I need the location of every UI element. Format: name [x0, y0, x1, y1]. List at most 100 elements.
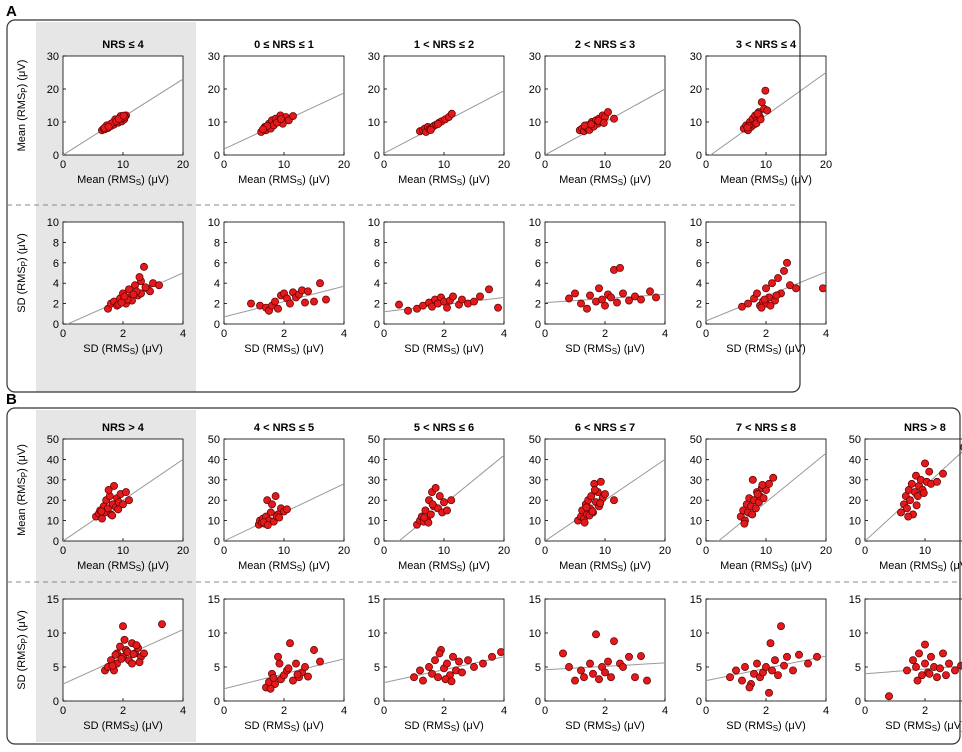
x-tick-label: 10	[599, 545, 611, 557]
y-tick-label: 20	[849, 495, 861, 507]
data-point	[476, 292, 484, 301]
data-point	[925, 467, 934, 476]
y-tick-label: 40	[529, 454, 541, 466]
regression-line	[224, 285, 344, 318]
y-tick-label: 0	[855, 536, 861, 548]
y-tick-label: 0	[535, 319, 541, 331]
data-point	[494, 303, 502, 312]
y-tick-label: 0	[855, 696, 861, 708]
x-tick-label: 0	[703, 328, 709, 340]
data-point	[780, 267, 788, 275]
x-tick-label: 0	[221, 545, 227, 557]
data-point	[310, 297, 318, 306]
data-point	[571, 676, 579, 685]
y-tick-label: 6	[53, 258, 59, 270]
y-tick-label: 30	[208, 51, 220, 63]
y-tick-label: 10	[849, 516, 861, 528]
plot-b-mean-4-nrs-5: 0 10 20 0 10 20 30 40 50 4 < NRS ≤ 5 Mean (RMSS) (…	[208, 422, 350, 573]
y-tick-label: 20	[208, 495, 220, 507]
data-point	[488, 652, 496, 661]
x-axis-label: Mean (RMSS) (μV)	[398, 174, 490, 187]
x-tick-label: 20	[498, 159, 510, 171]
data-point	[637, 295, 645, 304]
plot-a-sd-3-nrs-4: 0 2 4 0 2 4 6 8 10 SD (RMSS) (μV)	[690, 217, 829, 356]
y-tick-label: 10	[529, 516, 541, 528]
data-point	[726, 673, 734, 682]
data-point	[316, 657, 324, 666]
x-tick-label: 0	[862, 705, 868, 717]
data-point	[304, 287, 312, 296]
x-tick-label: 2	[281, 328, 287, 340]
x-tick-label: 4	[662, 705, 668, 717]
y-tick-label: 0	[53, 150, 59, 162]
data-point	[316, 279, 324, 288]
x-tick-label: 4	[341, 705, 347, 717]
y-tick-label: 0	[374, 319, 380, 331]
x-axis-label: Mean (RMSS) (μV)	[77, 174, 169, 187]
x-tick-label: 20	[820, 159, 832, 171]
data-point	[559, 649, 567, 658]
axes-box	[383, 438, 505, 542]
axes-box	[62, 221, 184, 325]
x-tick-label: 10	[438, 159, 450, 171]
data-point	[274, 652, 282, 661]
data-point	[927, 652, 935, 661]
y-tick-label: 0	[696, 696, 702, 708]
y-tick-label: 10	[208, 217, 220, 229]
x-tick-label: 20	[177, 159, 189, 171]
x-tick-label: 10	[599, 159, 611, 171]
data-point	[410, 673, 418, 682]
y-tick-label: 30	[690, 475, 702, 487]
data-point	[565, 663, 573, 671]
data-point	[304, 672, 312, 681]
data-point	[434, 120, 442, 128]
data-point	[783, 258, 791, 267]
y-tick-label: 15	[208, 594, 220, 606]
data-point	[449, 652, 457, 661]
regression-line	[63, 458, 183, 541]
y-tick-label: 20	[690, 495, 702, 507]
x-axis-label: SD (RMSS) (μV)	[565, 343, 645, 356]
data-point	[470, 663, 478, 671]
data-point	[732, 666, 740, 675]
x-tick-label: 10	[278, 545, 290, 557]
data-point	[631, 673, 639, 682]
data-point	[748, 475, 757, 484]
data-point	[447, 109, 456, 118]
data-point	[909, 656, 917, 665]
x-axis-label: SD (RMSS) (μV)	[244, 343, 324, 356]
data-point	[580, 518, 589, 527]
plot-area	[706, 258, 826, 322]
data-point	[277, 115, 285, 123]
plot-a-sd-nrs-4: 0 2 4 0 2 4 6 8 10 SD (RMSS) (μV) SD (RMSP) (μV)	[16, 217, 186, 356]
axes-box	[223, 598, 345, 702]
plot-area	[224, 639, 344, 693]
axes-box	[544, 438, 666, 542]
data-point	[777, 622, 785, 631]
data-point	[933, 477, 941, 486]
data-point	[744, 299, 752, 308]
plot-area	[545, 263, 665, 313]
plot-a-mean-0-nrs-1: 0 10 20 0 10 20 30 0 ≤ NRS ≤ 1 Mean (RMSS) (μV)	[208, 39, 350, 187]
plot-area	[63, 620, 183, 685]
data-point	[419, 676, 427, 685]
x-tick-label: 20	[338, 159, 350, 171]
data-point	[604, 108, 612, 117]
data-point	[458, 668, 466, 677]
data-point	[936, 664, 944, 673]
data-point	[759, 494, 768, 503]
data-point	[108, 661, 117, 670]
subplot-title: NRS > 4	[102, 422, 145, 434]
data-point	[583, 304, 591, 313]
regression-line	[865, 451, 962, 541]
x-axis-label: Mean (RMSS) (μV)	[879, 560, 962, 573]
data-point	[610, 637, 618, 646]
data-point	[580, 673, 588, 682]
data-point	[921, 459, 929, 468]
y-tick-label: 0	[535, 150, 541, 162]
data-point	[592, 630, 600, 639]
plot-area	[384, 646, 504, 686]
data-point	[912, 663, 920, 671]
data-point	[748, 510, 757, 519]
axes-box	[223, 438, 345, 542]
